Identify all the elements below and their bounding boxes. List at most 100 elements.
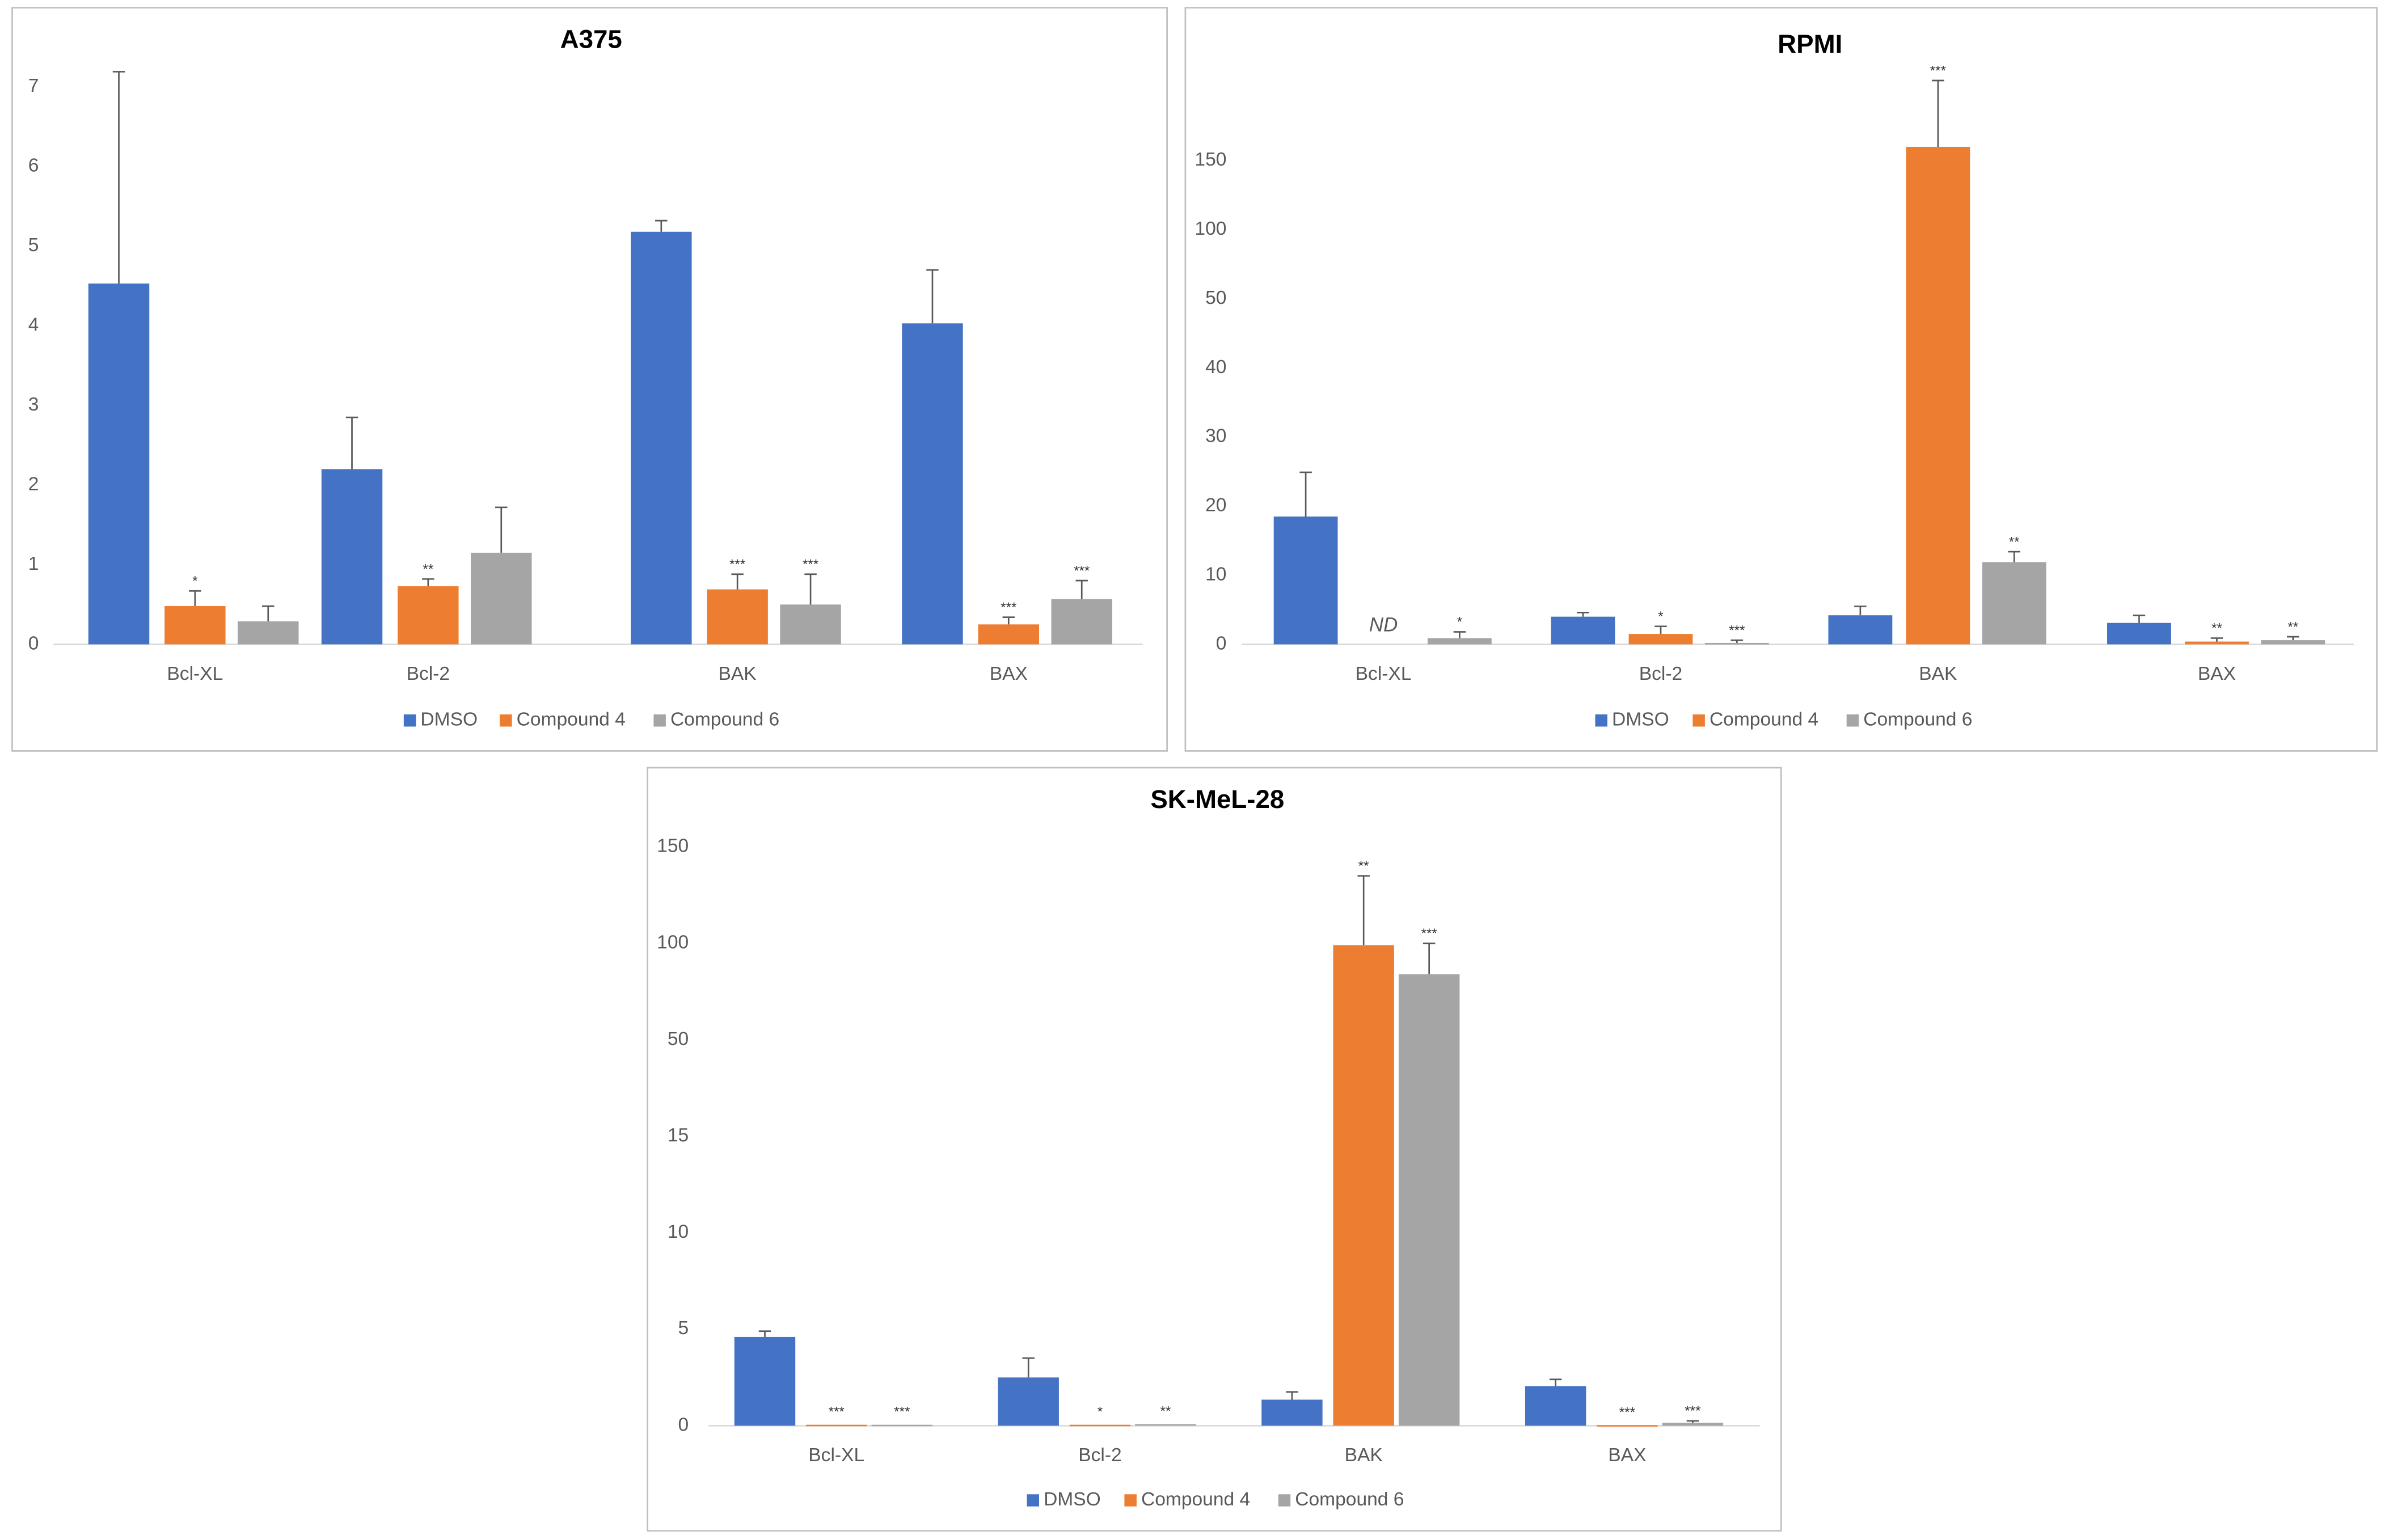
y-tick-label: 0 — [28, 633, 39, 654]
bar — [2261, 640, 2325, 645]
y-tick-label: 2 — [28, 473, 39, 494]
bar — [238, 621, 299, 645]
panel-frame — [1184, 7, 2378, 752]
legend-swatch — [1846, 714, 1859, 727]
x-tick-label: Bcl-2 — [1078, 1445, 1121, 1466]
significance-label: ** — [1160, 1404, 1171, 1419]
y-tick-label: 5 — [678, 1318, 689, 1339]
bar — [1704, 642, 1769, 645]
significance-label: *** — [1619, 1404, 1636, 1420]
legend-label: DMSO — [420, 709, 478, 730]
significance-label: * — [1457, 615, 1463, 630]
y-tick-label: 5 — [28, 235, 39, 256]
y-tick-label: 40 — [1205, 357, 1226, 378]
bar — [1906, 146, 1970, 645]
bar — [164, 606, 226, 645]
bar — [978, 624, 1040, 645]
bar — [1261, 1399, 1323, 1426]
significance-label: *** — [829, 1404, 845, 1420]
legend-label: DMSO — [1044, 1489, 1101, 1510]
bar — [871, 1424, 932, 1427]
legend-label: Compound 4 — [1141, 1489, 1250, 1510]
bar — [1628, 634, 1693, 645]
significance-label: *** — [1729, 623, 1745, 638]
y-tick-label: 20 — [1205, 495, 1226, 516]
legend-label: Compound 6 — [670, 709, 779, 730]
y-tick-label: 100 — [657, 932, 689, 953]
bar — [1525, 1386, 1586, 1426]
bar — [1051, 599, 1112, 645]
y-tick-label: 1 — [28, 553, 39, 574]
significance-label: *** — [803, 557, 819, 572]
bar — [2185, 641, 2249, 645]
y-tick-label: 150 — [1194, 149, 1226, 170]
significance-label: ** — [423, 561, 433, 577]
significance-label: *** — [1421, 926, 1438, 941]
y-tick-label: 15 — [668, 1125, 689, 1146]
bar — [806, 1424, 867, 1427]
y-tick-label: 100 — [1194, 218, 1226, 239]
bar — [1551, 616, 1615, 645]
legend-label: Compound 4 — [517, 709, 626, 730]
significance-label: * — [1658, 609, 1664, 624]
significance-label: * — [1098, 1404, 1103, 1420]
legend-swatch — [403, 714, 416, 727]
bar — [734, 1336, 796, 1426]
y-tick-label: 10 — [668, 1221, 689, 1242]
chart-title: SK-MeL-28 — [1150, 785, 1284, 814]
bar — [1427, 638, 1492, 645]
x-tick-label: BAK — [719, 663, 757, 684]
x-tick-label: Bcl-XL — [167, 663, 223, 684]
bar — [631, 231, 692, 645]
significance-label: ** — [2287, 619, 2298, 634]
panel-frame — [11, 7, 1168, 752]
legend-swatch — [1278, 1494, 1291, 1507]
x-tick-label: Bcl-2 — [407, 663, 450, 684]
y-tick-label: 30 — [1205, 426, 1226, 447]
bar — [998, 1377, 1059, 1426]
significance-label: *** — [1001, 600, 1017, 615]
nd-label: ND — [1369, 614, 1398, 636]
y-tick-label: 7 — [28, 75, 39, 96]
significance-label: ** — [1358, 858, 1369, 874]
y-tick-label: 0 — [1216, 633, 1227, 654]
legend-label: Compound 6 — [1863, 709, 1972, 730]
legend-swatch — [500, 714, 512, 727]
x-tick-label: Bcl-XL — [808, 1445, 864, 1466]
legend-label: Compound 6 — [1295, 1489, 1404, 1510]
bar — [88, 284, 150, 645]
y-tick-label: 10 — [1205, 564, 1226, 585]
bar — [321, 469, 383, 645]
significance-label: *** — [1685, 1403, 1701, 1419]
panel-frame — [647, 767, 1782, 1532]
bar — [2107, 623, 2171, 645]
legend-swatch — [1692, 714, 1705, 727]
significance-label: *** — [729, 557, 746, 572]
x-tick-label: BAK — [1919, 663, 1957, 684]
bar — [398, 586, 459, 645]
bar — [1982, 562, 2046, 645]
x-tick-label: Bcl-2 — [1639, 663, 1682, 684]
chart-title: RPMI — [1778, 29, 1842, 58]
bar — [1597, 1425, 1658, 1427]
legend-swatch — [1595, 714, 1607, 727]
legend-label: Compound 4 — [1710, 709, 1818, 730]
y-tick-label: 6 — [28, 155, 39, 176]
x-tick-label: BAX — [2198, 663, 2236, 684]
significance-label: ** — [2009, 534, 2020, 549]
bar — [1069, 1424, 1131, 1427]
bar — [1398, 974, 1460, 1426]
legend-swatch — [653, 714, 666, 727]
significance-label: *** — [1930, 63, 1947, 78]
chart-title: A375 — [560, 25, 622, 54]
y-tick-label: 150 — [657, 836, 689, 857]
bar — [780, 604, 841, 645]
legend-label: DMSO — [1612, 709, 1669, 730]
bar — [902, 323, 963, 645]
x-tick-label: BAK — [1345, 1445, 1383, 1466]
y-tick-label: 4 — [28, 314, 39, 335]
x-tick-label: Bcl-XL — [1356, 663, 1412, 684]
legend-swatch — [1124, 1494, 1137, 1507]
